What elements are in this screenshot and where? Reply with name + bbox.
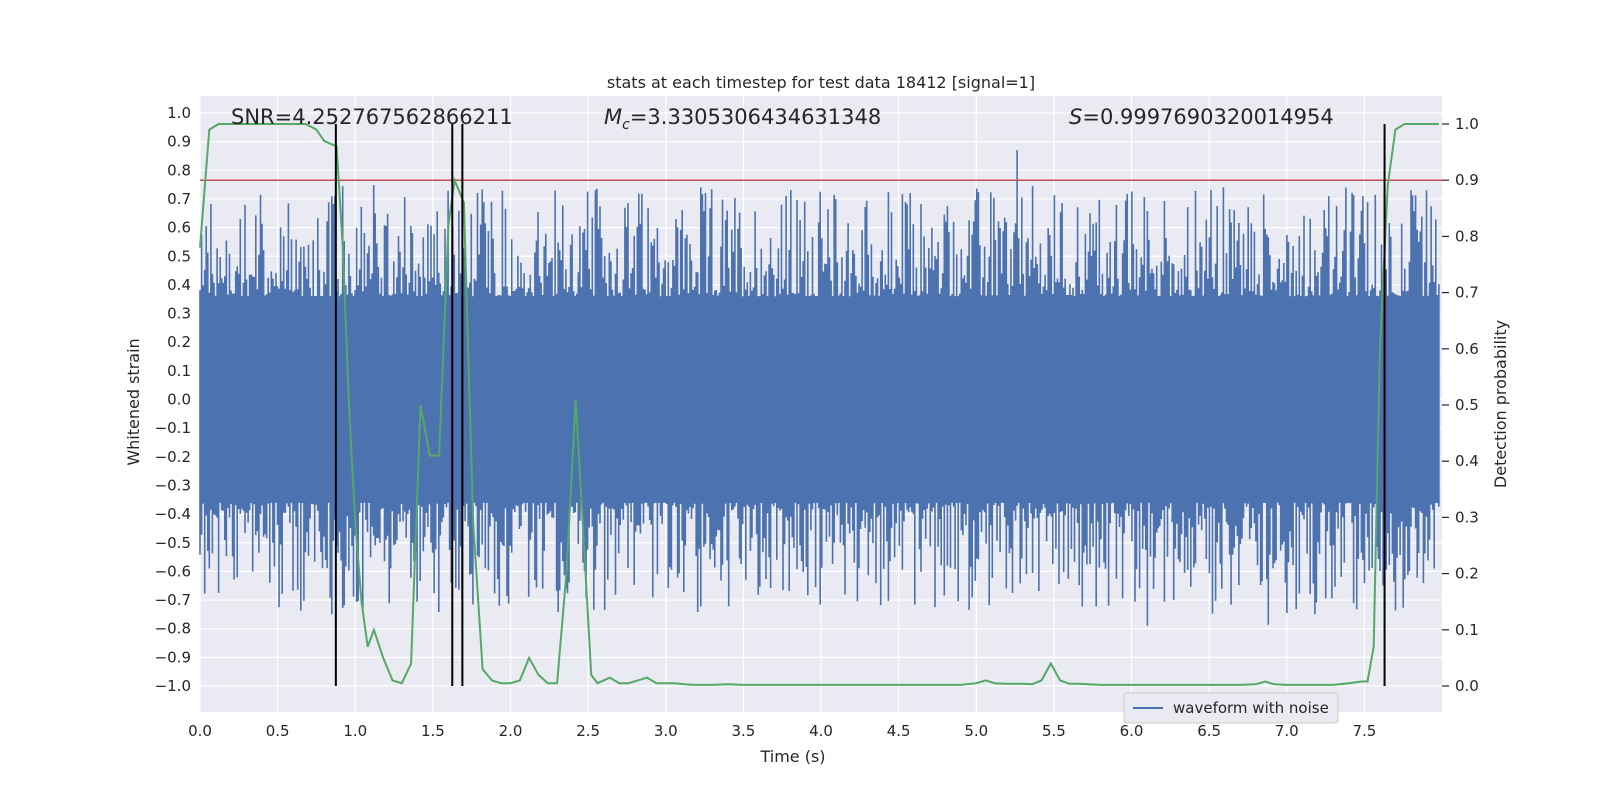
x-tick-label: 0.5 bbox=[266, 722, 290, 740]
x-tick-label: 2.5 bbox=[576, 722, 600, 740]
y-right-tick-label: 1.0 bbox=[1455, 115, 1479, 133]
x-tick-label: 0.0 bbox=[188, 722, 212, 740]
y-left-tick-label: 0.3 bbox=[167, 305, 191, 323]
chirp-mass-value: =3.3305306434631348 bbox=[630, 105, 881, 129]
y-left-tick-label: 0.8 bbox=[167, 161, 191, 179]
right-y-axis-label: Detection probability bbox=[1491, 320, 1510, 488]
y-right-tick-label: 0.6 bbox=[1455, 340, 1479, 358]
y-left-tick-label: 0.9 bbox=[167, 133, 191, 151]
x-tick-label: 7.5 bbox=[1352, 722, 1376, 740]
y-right-tick-label: 0.8 bbox=[1455, 227, 1479, 245]
x-tick-label: 3.5 bbox=[731, 722, 755, 740]
left-y-axis-ticks: 1.0 0.9 0.8 0.7 0.6 0.5 0.4 0.3 0.2 0.1 0.0 −0.1 −0.… bbox=[155, 104, 191, 695]
x-tick-label: 3.0 bbox=[654, 722, 678, 740]
y-left-tick-label: −0.1 bbox=[155, 419, 191, 437]
y-right-tick-label: 0.1 bbox=[1455, 621, 1479, 639]
y-left-tick-label: 0.2 bbox=[167, 333, 191, 351]
y-left-tick-label: −0.7 bbox=[155, 591, 191, 609]
legend-box bbox=[1123, 692, 1339, 724]
y-right-tick-label: 0.0 bbox=[1455, 677, 1479, 695]
y-left-tick-label: −0.9 bbox=[155, 648, 191, 666]
s-symbol: S bbox=[1069, 105, 1082, 129]
x-tick-label: 1.0 bbox=[343, 722, 367, 740]
s-value: =0.9997690320014954 bbox=[1082, 105, 1333, 129]
y-left-tick-label: 0.7 bbox=[167, 190, 191, 208]
chirp-mass-symbol: M bbox=[604, 105, 622, 129]
y-left-tick-label: −0.2 bbox=[155, 448, 191, 466]
x-axis-label: Time (s) bbox=[759, 747, 825, 766]
y-right-tick-label: 0.9 bbox=[1455, 171, 1479, 189]
x-tick-label: 6.5 bbox=[1197, 722, 1221, 740]
y-left-tick-label: −0.5 bbox=[155, 534, 191, 552]
y-left-tick-label: 1.0 bbox=[167, 104, 191, 122]
snr-annotation: SNR=4.252767562866211 bbox=[231, 105, 513, 129]
y-left-tick-label: 0.5 bbox=[167, 247, 191, 265]
legend: waveform with noise bbox=[1123, 692, 1339, 724]
x-tick-label: 5.0 bbox=[964, 722, 988, 740]
y-left-tick-label: 0.0 bbox=[167, 391, 191, 409]
x-tick-label: 5.5 bbox=[1042, 722, 1066, 740]
y-left-tick-label: 0.4 bbox=[167, 276, 191, 294]
left-y-axis-label: Whitened strain bbox=[124, 338, 143, 465]
y-left-tick-label: −0.3 bbox=[155, 476, 191, 494]
event-markers bbox=[334, 124, 1386, 686]
y-right-tick-label: 0.5 bbox=[1455, 396, 1479, 414]
waveform-series bbox=[199, 150, 1440, 626]
y-right-tick-label: 0.2 bbox=[1455, 565, 1479, 583]
right-y-axis-ticks: 1.0 0.9 0.8 0.7 0.6 0.5 0.4 0.3 0.2 0.1 0.0 bbox=[1442, 115, 1479, 695]
chirp-mass-annotation: Mc=3.3305306434631348 bbox=[604, 105, 881, 133]
y-left-tick-label: 0.1 bbox=[167, 362, 191, 380]
y-right-tick-label: 0.3 bbox=[1455, 508, 1479, 526]
x-tick-label: 1.5 bbox=[421, 722, 445, 740]
x-axis-ticks: 0.0 0.5 1.0 1.5 2.0 2.5 3.0 3.5 4.0 4.5 5.0 5.5 6.0 6… bbox=[188, 722, 1376, 740]
y-right-tick-label: 0.4 bbox=[1455, 452, 1479, 470]
y-left-tick-label: −1.0 bbox=[155, 677, 191, 695]
probability-line bbox=[199, 123, 1439, 686]
y-left-tick-label: −0.8 bbox=[155, 620, 191, 638]
chirp-mass-subscript: c bbox=[622, 117, 630, 133]
x-tick-label: 7.0 bbox=[1275, 722, 1299, 740]
s-annotation: S=0.9997690320014954 bbox=[1069, 105, 1334, 129]
y-left-tick-label: −0.4 bbox=[155, 505, 191, 523]
y-right-tick-label: 0.7 bbox=[1455, 284, 1479, 302]
y-left-tick-label: −0.6 bbox=[155, 562, 191, 580]
x-tick-label: 4.0 bbox=[809, 722, 833, 740]
x-tick-label: 2.0 bbox=[499, 722, 523, 740]
probability-series bbox=[199, 123, 1439, 686]
x-tick-label: 6.0 bbox=[1120, 722, 1144, 740]
x-tick-label: 4.5 bbox=[887, 722, 911, 740]
y-left-tick-label: 0.6 bbox=[167, 219, 191, 237]
legend-label: waveform with noise bbox=[1173, 699, 1329, 717]
chart-title: stats at each timestep for test data 184… bbox=[607, 73, 1035, 92]
